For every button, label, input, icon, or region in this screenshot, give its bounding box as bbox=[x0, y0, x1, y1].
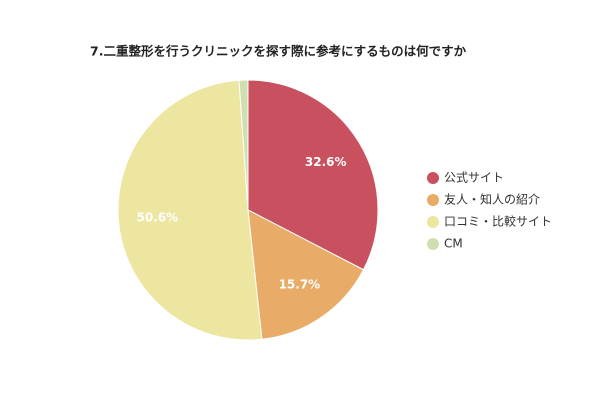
pie-slice bbox=[247, 79, 379, 271]
legend-swatch bbox=[427, 238, 439, 250]
legend-swatch bbox=[427, 216, 439, 228]
legend-label: 公式サイト bbox=[444, 171, 504, 185]
pie-slice bbox=[117, 79, 263, 341]
legend-label: CM bbox=[444, 237, 463, 251]
data-label: 32.6% bbox=[305, 155, 347, 169]
legend-label: 口コミ・比較サイト bbox=[444, 214, 552, 229]
legend-swatch bbox=[427, 194, 439, 206]
pie-slice bbox=[247, 209, 365, 340]
chart-title: 7.二重整形を行うクリニックを探す際に参考にするものは何ですか bbox=[90, 44, 467, 59]
legend-swatch bbox=[427, 172, 439, 184]
legend-label: 友人・知人の紹介 bbox=[444, 193, 540, 207]
data-label: 15.7% bbox=[279, 278, 321, 292]
pie-slice bbox=[238, 79, 249, 211]
data-label: 50.6% bbox=[137, 210, 179, 224]
